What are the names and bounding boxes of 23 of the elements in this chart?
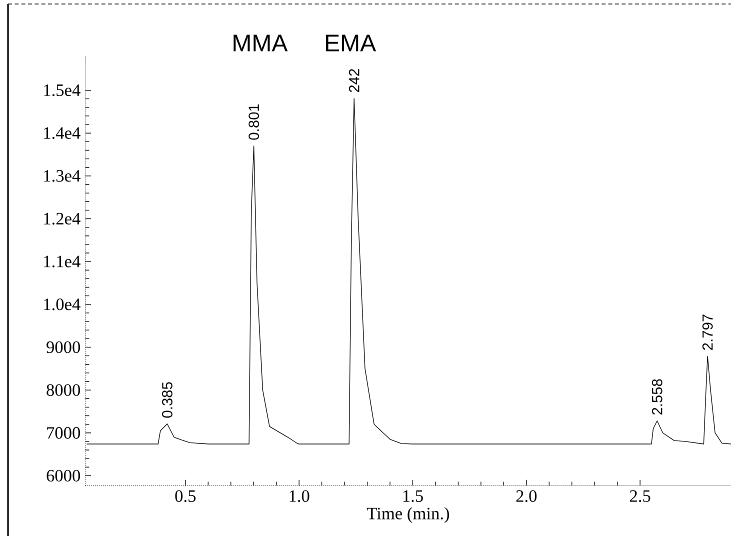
- annotation: 242: [348, 68, 360, 92]
- text: EMA: [326, 34, 376, 52]
- annotation: 2.558: [652, 379, 662, 414]
- x-tick-label: 2.0: [516, 490, 537, 502]
- y-tick-label: 7000: [47, 426, 80, 439]
- annotation: 0.801: [248, 104, 260, 140]
- x-tick-label: 2.5: [630, 490, 650, 502]
- x-tick-label: 0.5: [175, 490, 196, 502]
- y-tick-label: 1.3e4: [44, 170, 80, 182]
- text: MMA: [234, 34, 288, 52]
- y-tick-label: 8000: [46, 384, 80, 396]
- annotation: 0.385: [162, 382, 172, 418]
- x-tick-label: 1.5: [403, 490, 423, 502]
- x-axis-title: Time (min.): [366, 507, 450, 523]
- y-tick-label: 1.4e4: [44, 127, 80, 139]
- y-tick-label: 1.2e4: [44, 212, 80, 225]
- y-tick-label: 1.1e4: [44, 256, 80, 268]
- y-tick-label: 9000: [46, 341, 80, 353]
- y-tick-label: 1.0e4: [44, 298, 80, 310]
- y-tick-label: 6000: [46, 470, 80, 482]
- annotation: 2.797: [702, 314, 713, 350]
- x-tick-label: 1.0: [290, 490, 310, 502]
- y-tick-label: 1.5e4: [44, 84, 80, 96]
